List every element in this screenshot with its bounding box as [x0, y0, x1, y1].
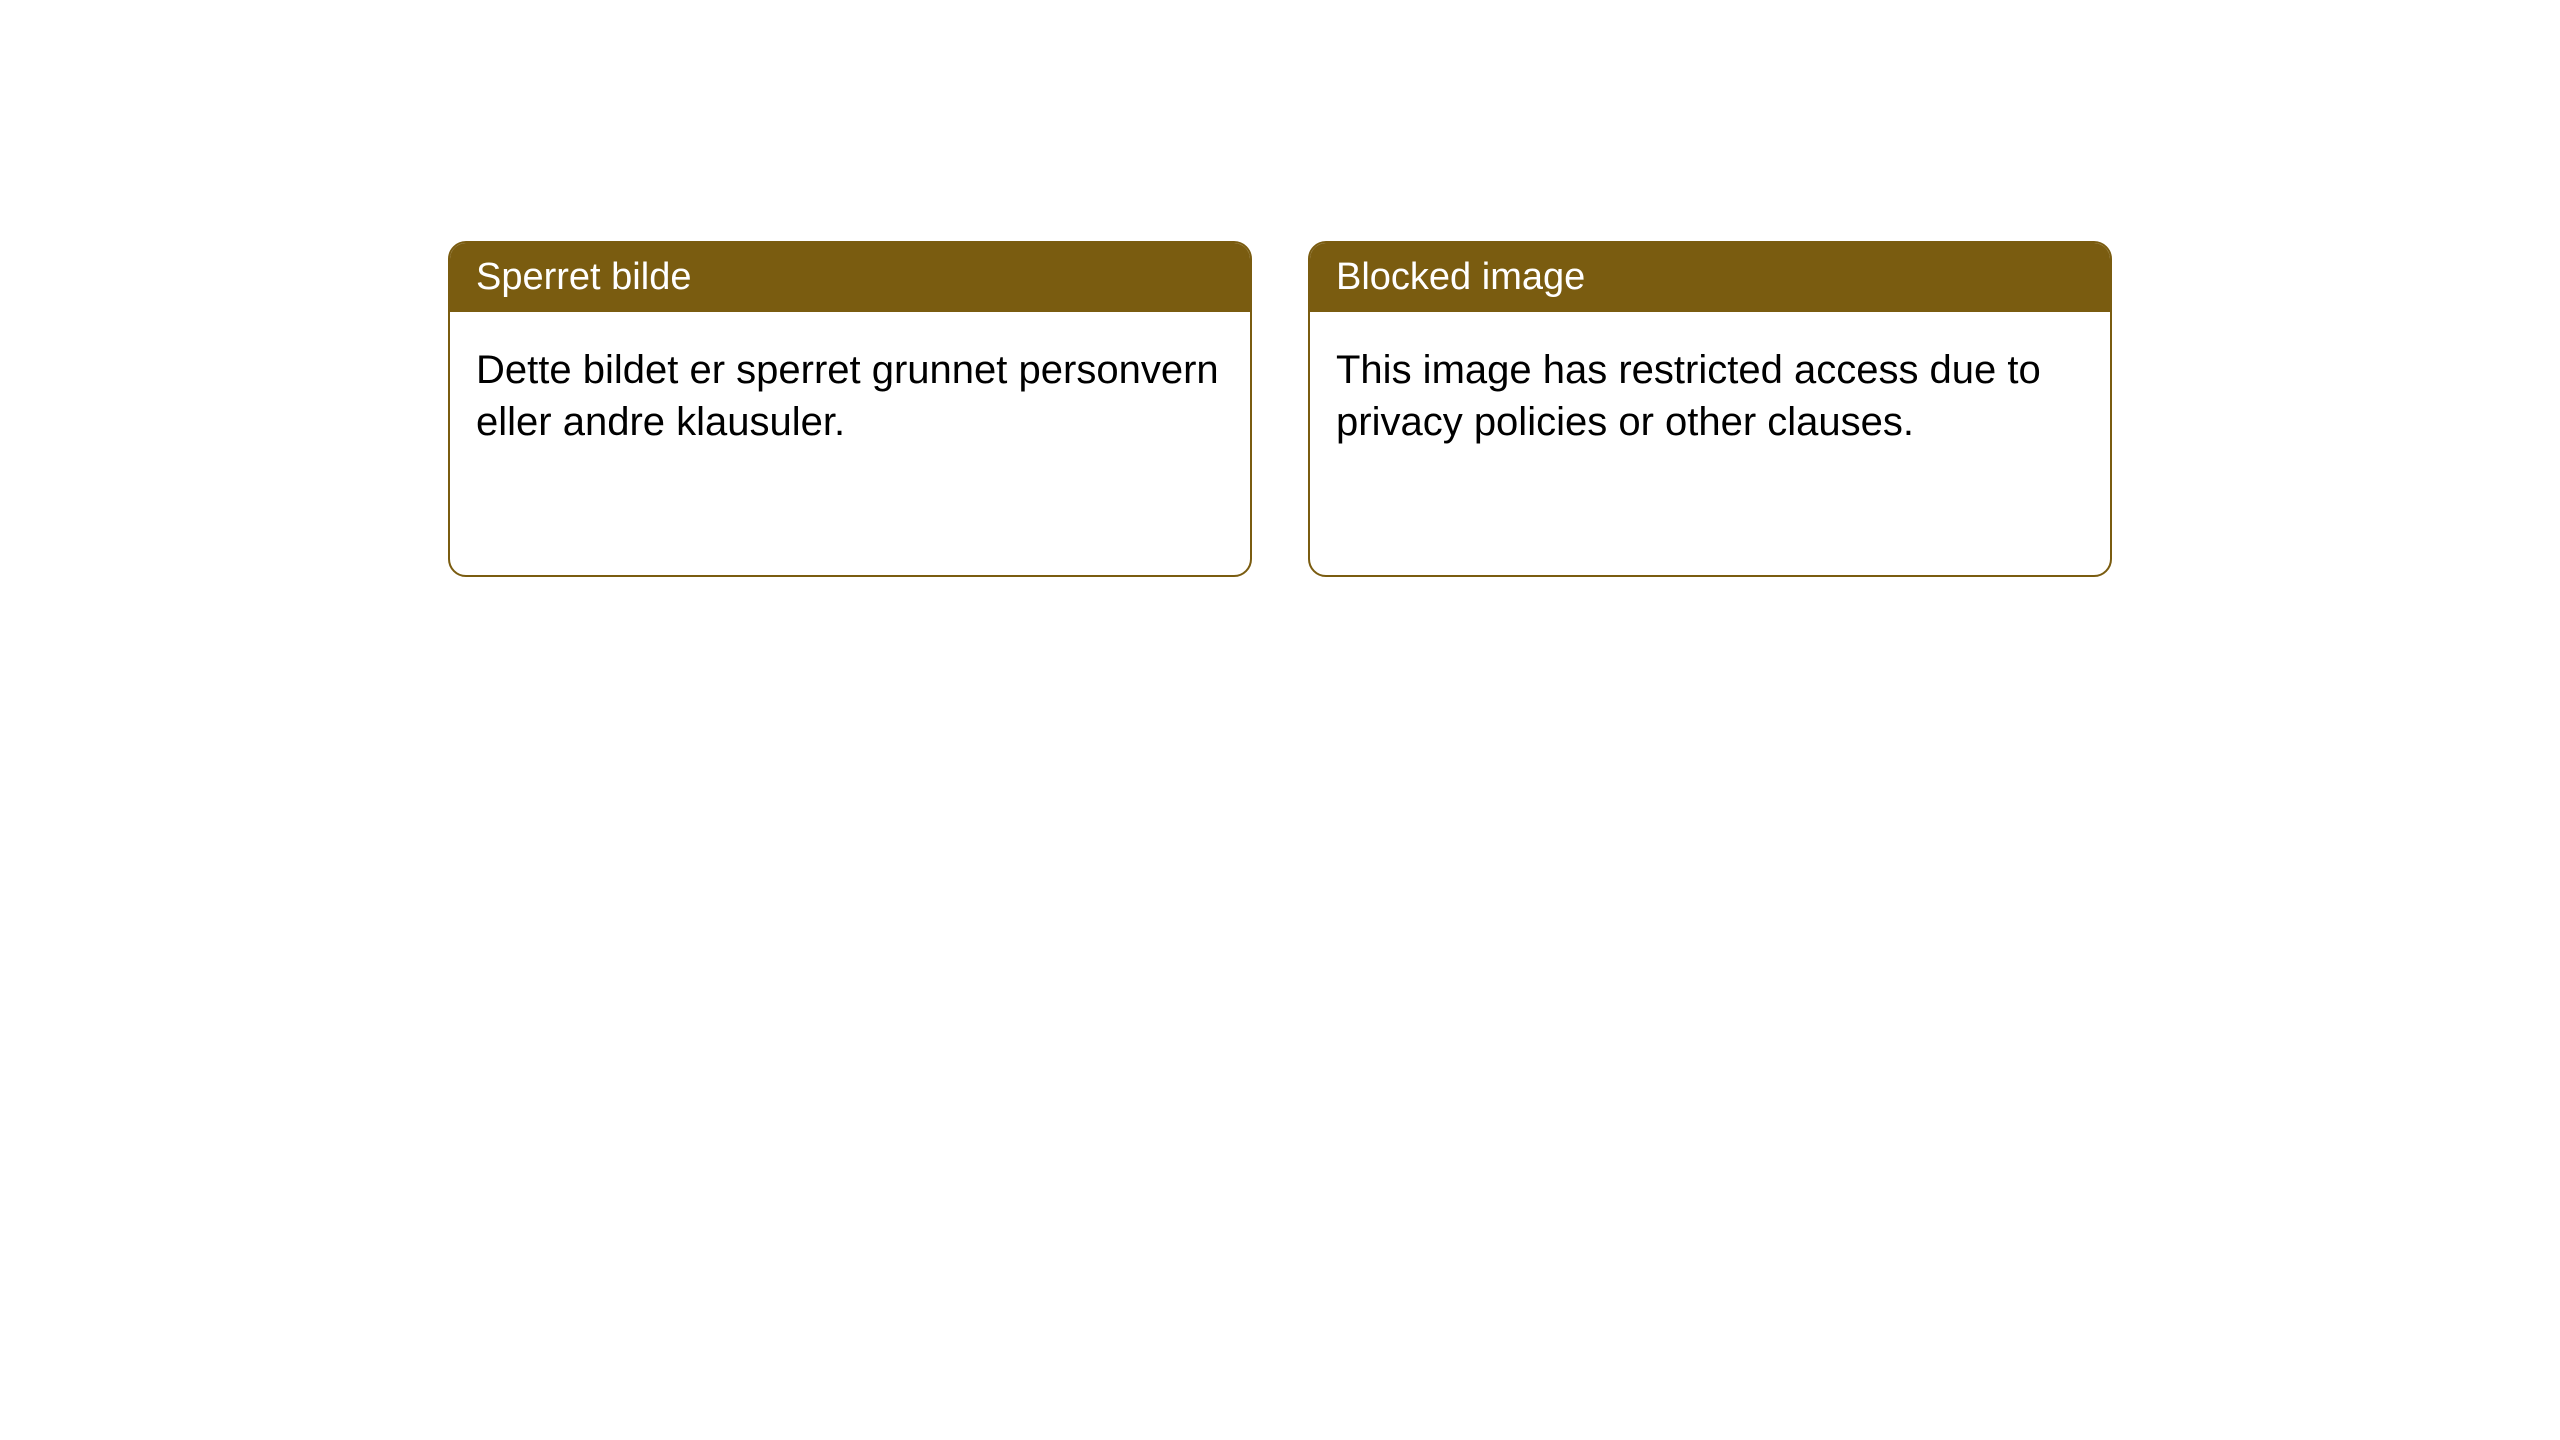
blocked-image-cards: Sperret bilde Dette bildet er sperret gr… [448, 241, 2112, 577]
blocked-image-card-no: Sperret bilde Dette bildet er sperret gr… [448, 241, 1252, 577]
card-body-text: This image has restricted access due to … [1336, 348, 2041, 444]
card-body: Dette bildet er sperret grunnet personve… [450, 312, 1250, 480]
card-header: Sperret bilde [450, 243, 1250, 312]
card-title: Sperret bilde [476, 256, 691, 298]
card-body-text: Dette bildet er sperret grunnet personve… [476, 348, 1219, 444]
card-header: Blocked image [1310, 243, 2110, 312]
card-title: Blocked image [1336, 256, 1585, 298]
card-body: This image has restricted access due to … [1310, 312, 2110, 480]
blocked-image-card-en: Blocked image This image has restricted … [1308, 241, 2112, 577]
